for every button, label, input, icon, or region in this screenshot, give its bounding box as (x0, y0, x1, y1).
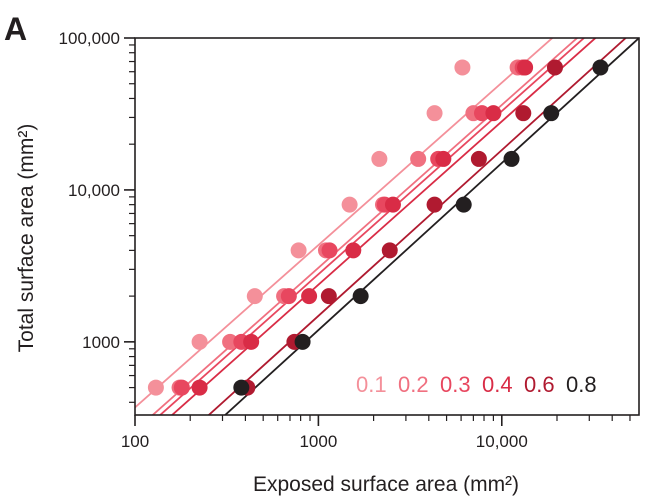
data-point-0.3 (321, 242, 338, 259)
data-point-0.3 (280, 288, 297, 305)
data-point-0.2 (410, 150, 427, 167)
data-point-0.8 (294, 333, 311, 350)
data-point-0.1 (246, 288, 263, 305)
data-point-0.8 (592, 59, 609, 76)
data-point-0.8 (503, 150, 520, 167)
legend-label-0.3: 0.3 (440, 372, 471, 397)
fit-line-0.2 (151, 38, 579, 415)
y-tick-label: 100,000 (59, 29, 120, 48)
x-tick-label: 1000 (299, 432, 337, 451)
x-tick-label: 100 (121, 432, 149, 451)
data-point-0.8 (233, 379, 250, 396)
data-point-0.4 (345, 242, 362, 259)
data-point-0.4 (301, 288, 318, 305)
legend-label-0.4: 0.4 (482, 372, 513, 397)
data-point-0.6 (470, 150, 487, 167)
data-point-0.1 (191, 333, 208, 350)
fit-line-0.1 (135, 38, 554, 409)
y-axis-title: Total surface area (mm²) (15, 124, 38, 353)
fit-line-0.8 (223, 38, 639, 415)
axes (124, 37, 640, 426)
fit-line-0.4 (170, 38, 597, 415)
data-point-0.6 (381, 242, 398, 259)
data-point-0.4 (384, 196, 401, 213)
data-point-0.6 (546, 59, 563, 76)
data-point-0.4 (517, 59, 534, 76)
data-point-0.1 (341, 196, 358, 213)
x-axis-title: Exposed surface area (mm²) (253, 473, 519, 496)
data-point-0.3 (473, 105, 490, 122)
legend-label-0.8: 0.8 (566, 372, 597, 397)
y-tick-label: 10,000 (68, 181, 120, 200)
data-point-0.8 (455, 196, 472, 213)
data-point-0.1 (147, 379, 164, 396)
data-point-0.3 (173, 379, 190, 396)
data-point-0.4 (485, 105, 502, 122)
data-point-0.1 (454, 59, 471, 76)
data-point-0.6 (426, 196, 443, 213)
tick-labels: 100 1000 10,000 1000 10,000 100,000 (59, 29, 528, 451)
legend-label-0.2: 0.2 (398, 372, 429, 397)
data-points (147, 59, 609, 396)
data-point-0.8 (543, 105, 560, 122)
data-point-0.2 (222, 333, 239, 350)
y-tick-label: 1000 (82, 333, 120, 352)
data-point-0.4 (191, 379, 208, 396)
x-tick-label: 10,000 (476, 432, 528, 451)
data-point-0.4 (243, 333, 260, 350)
panel-letter: A (4, 11, 27, 47)
legend-label-0.1: 0.1 (356, 372, 387, 397)
data-point-0.1 (426, 105, 443, 122)
data-point-0.8 (352, 288, 369, 305)
legend-label-0.6: 0.6 (524, 372, 555, 397)
data-point-0.6 (320, 288, 337, 305)
plot-frame (134, 37, 640, 416)
data-point-0.4 (435, 150, 452, 167)
data-point-0.1 (371, 150, 388, 167)
data-point-0.1 (290, 242, 307, 259)
data-point-0.6 (515, 105, 532, 122)
legend: 0.1 0.2 0.3 0.4 0.6 0.8 (356, 372, 597, 397)
